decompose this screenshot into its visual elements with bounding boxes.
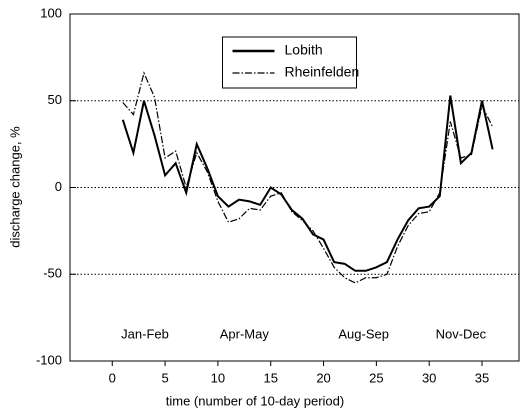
annotation: Apr-May	[220, 326, 270, 341]
y-tick-label: -50	[43, 266, 62, 281]
x-tick-label: 25	[369, 370, 383, 385]
x-tick-label: 10	[211, 370, 225, 385]
y-tick-label: 50	[48, 92, 62, 107]
plot-frame	[69, 13, 520, 362]
x-tick-label: 35	[475, 370, 489, 385]
annotation: Jan-Feb	[121, 326, 169, 341]
x-tick-label: 20	[316, 370, 330, 385]
y-tick-label: -100	[36, 352, 62, 367]
legend-box	[222, 36, 357, 89]
y-tick-label: 0	[55, 179, 62, 194]
annotation: Nov-Dec	[436, 326, 487, 341]
x-tick-label: 5	[161, 370, 168, 385]
annotation: Aug-Sep	[338, 326, 389, 341]
y-axis-label: discharge change, %	[7, 126, 22, 248]
series-line	[121, 95, 494, 272]
legend-label: Lobith	[285, 42, 323, 58]
x-axis-label: time (number of 10-day period)	[166, 393, 344, 408]
y-tick-label: 100	[40, 5, 62, 20]
x-tick-label: 15	[263, 370, 277, 385]
series-line	[122, 71, 494, 284]
legend-label: Rheinfelden	[285, 64, 360, 80]
x-tick-label: 30	[422, 370, 436, 385]
x-tick-label: 0	[109, 370, 116, 385]
